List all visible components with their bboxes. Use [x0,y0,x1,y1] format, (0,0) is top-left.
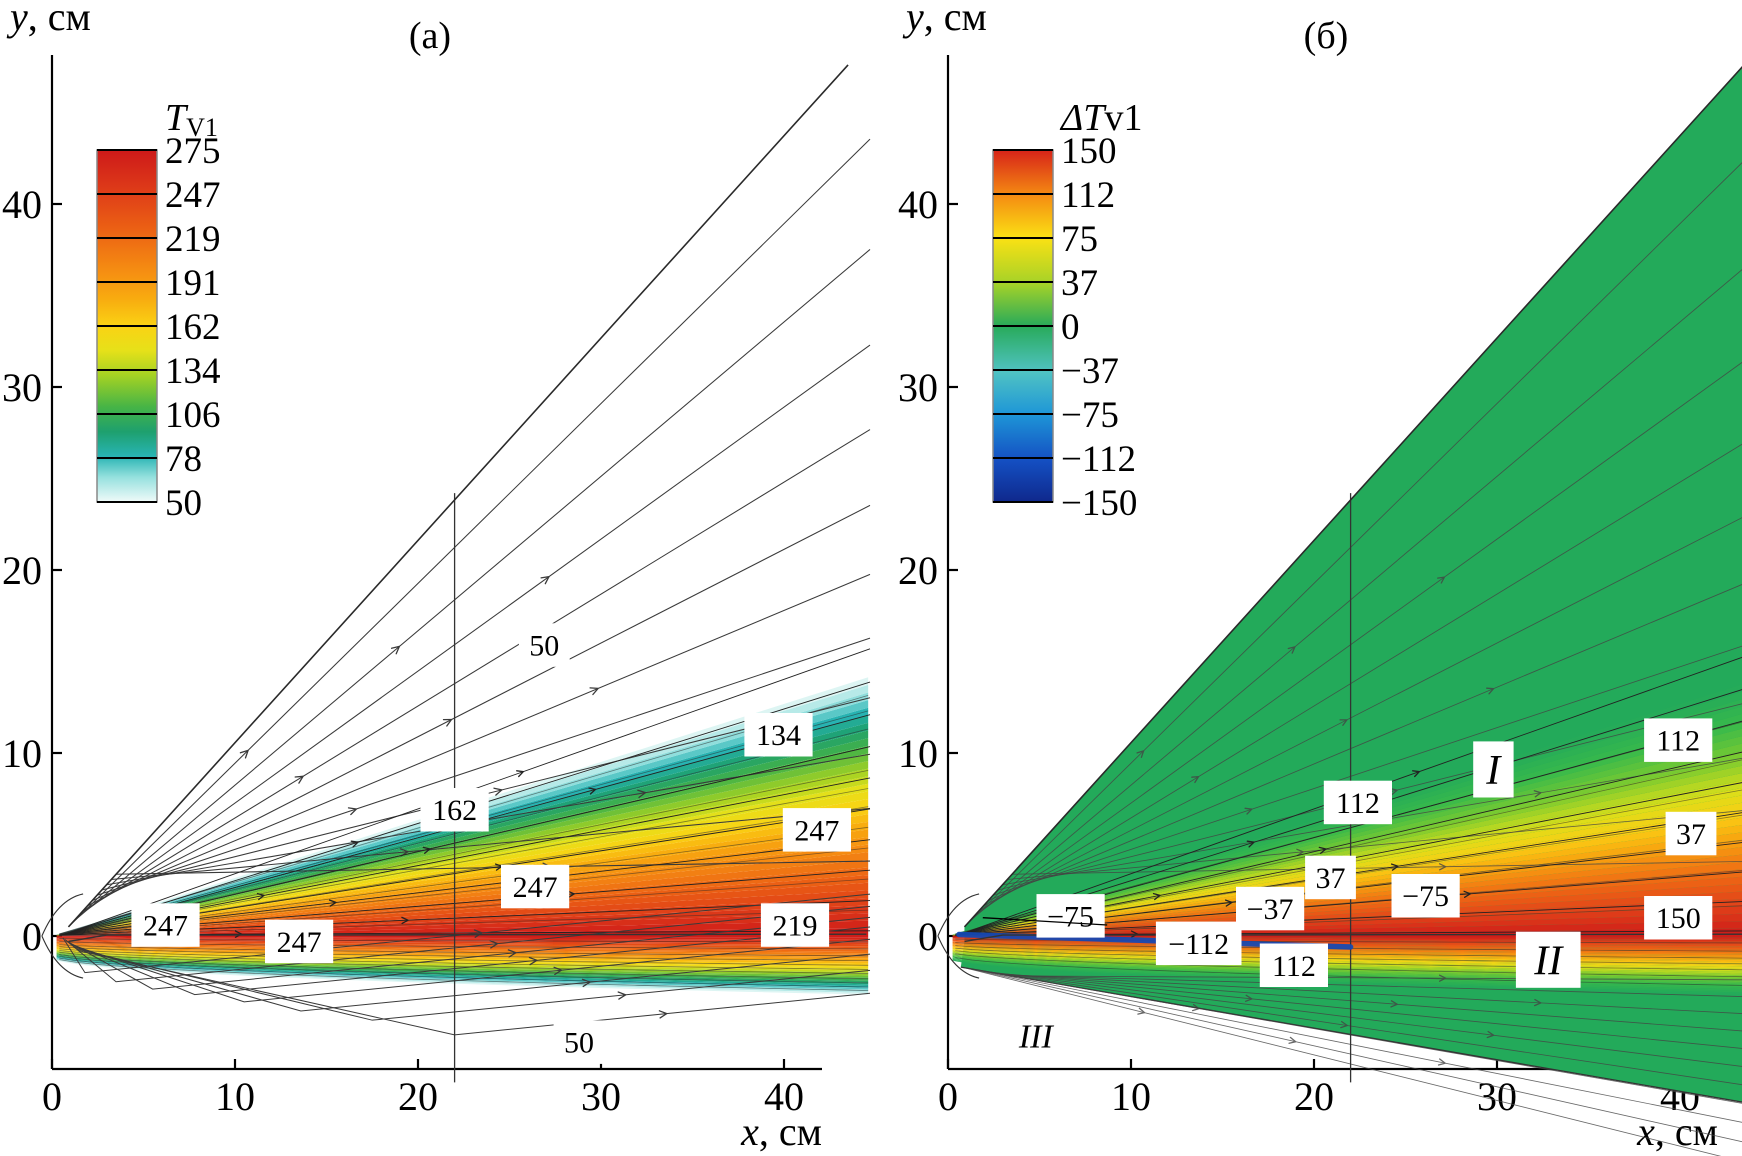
svg-text:10: 10 [898,731,938,776]
svg-text:0: 0 [918,914,938,959]
svg-text:112: 112 [1336,787,1380,820]
svg-text:30: 30 [1477,1074,1517,1119]
svg-text:134: 134 [165,351,221,392]
svg-text:219: 219 [165,219,221,260]
svg-text:x, см: x, см [740,1109,822,1154]
svg-text:40: 40 [2,182,42,227]
svg-text:112: 112 [1656,725,1700,758]
svg-text:20: 20 [1294,1074,1334,1119]
svg-text:0: 0 [22,914,42,959]
svg-text:−112: −112 [1168,928,1229,961]
svg-text:x, см: x, см [1636,1109,1718,1154]
svg-text:162: 162 [165,307,221,348]
svg-text:50: 50 [564,1027,594,1060]
svg-text:50: 50 [165,483,202,524]
svg-text:40: 40 [898,182,938,227]
svg-text:30: 30 [581,1074,621,1119]
svg-text:0: 0 [1061,307,1080,348]
svg-text:−150: −150 [1061,483,1137,524]
svg-text:30: 30 [898,365,938,410]
svg-text:20: 20 [398,1074,438,1119]
svg-text:−37: −37 [1061,351,1119,392]
svg-text:I: I [1485,748,1502,794]
svg-text:37: 37 [1061,263,1098,304]
svg-text:30: 30 [2,365,42,410]
svg-text:10: 10 [2,731,42,776]
svg-text:112: 112 [1061,175,1115,216]
svg-text:134: 134 [756,719,801,752]
svg-text:247: 247 [143,910,188,943]
svg-text:247: 247 [277,926,322,959]
svg-text:−75: −75 [1402,880,1449,913]
svg-text:−37: −37 [1247,893,1294,926]
svg-text:−75: −75 [1061,395,1119,436]
svg-text:y, см: y, см [6,0,91,39]
svg-text:III: III [1018,1019,1055,1056]
svg-text:106: 106 [165,395,221,436]
svg-text:247: 247 [513,871,558,904]
svg-text:20: 20 [2,548,42,593]
svg-text:50: 50 [529,630,559,663]
svg-text:247: 247 [165,175,221,216]
svg-text:10: 10 [1111,1074,1151,1119]
svg-text:191: 191 [165,263,221,304]
svg-text:219: 219 [773,910,818,943]
svg-text:150: 150 [1656,902,1701,935]
svg-text:II: II [1533,939,1564,985]
svg-text:y, см: y, см [902,0,987,39]
svg-text:0: 0 [938,1074,958,1119]
svg-text:ΔTv1: ΔTv1 [1059,97,1142,139]
svg-text:0: 0 [42,1074,62,1119]
svg-text:−112: −112 [1061,439,1136,480]
svg-text:(a): (a) [409,15,451,57]
svg-text:78: 78 [165,439,202,480]
svg-text:75: 75 [1061,219,1098,260]
svg-text:20: 20 [898,548,938,593]
svg-text:247: 247 [794,814,839,847]
svg-text:−75: −75 [1047,900,1094,933]
svg-text:37: 37 [1316,862,1346,895]
svg-text:112: 112 [1272,950,1316,983]
svg-text:(б): (б) [1304,15,1349,57]
svg-text:162: 162 [432,794,477,827]
svg-text:10: 10 [215,1074,255,1119]
svg-text:37: 37 [1676,818,1706,851]
